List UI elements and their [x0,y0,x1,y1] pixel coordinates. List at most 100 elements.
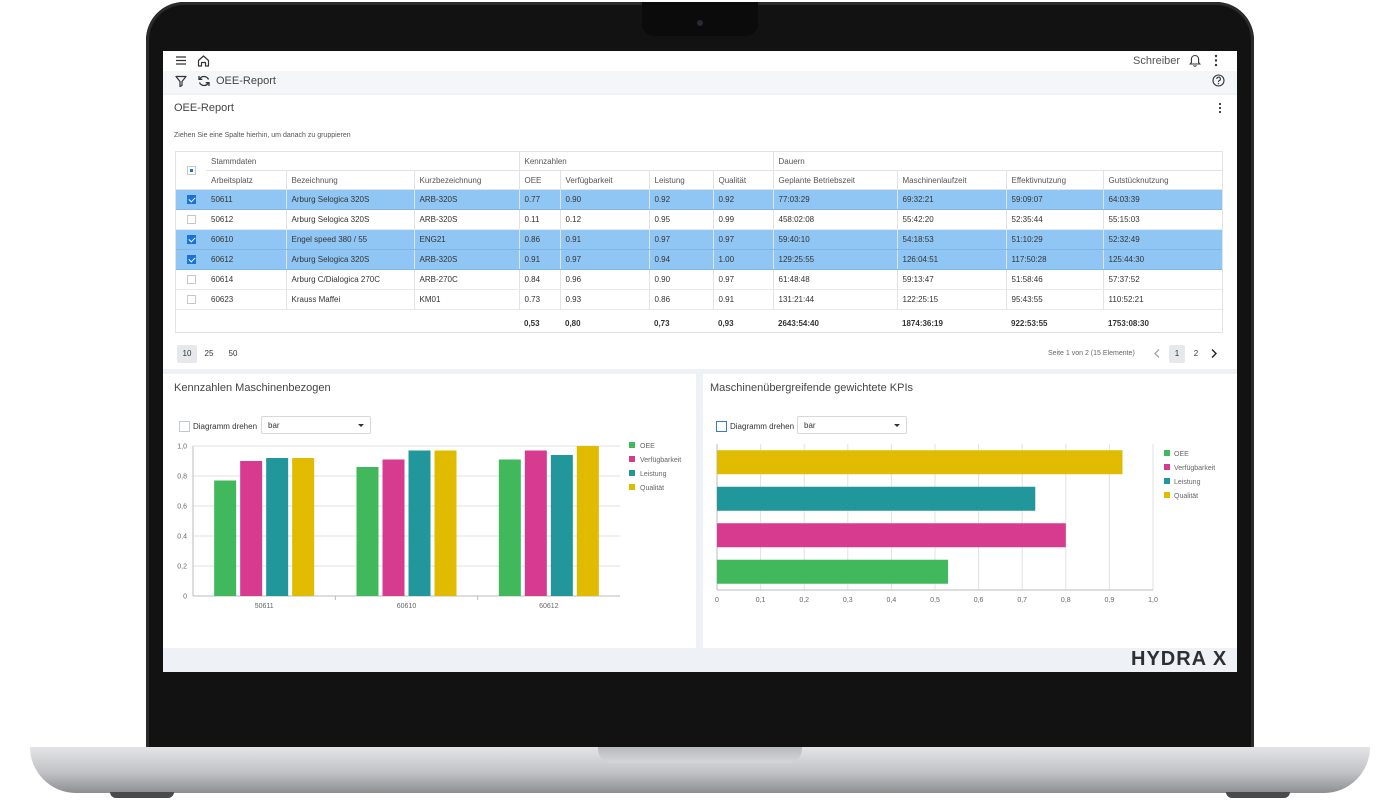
card-title: OEE-Report [174,102,234,114]
user-name[interactable]: Schreiber [1133,55,1181,67]
table-cell: 129:25:55 [772,249,898,270]
bar-qualität [292,458,315,596]
row-checkbox[interactable] [186,275,196,285]
table-cell: 1.00 [712,249,774,270]
row-checkbox[interactable] [186,235,196,245]
group-dauern: Dauern [772,152,1223,171]
table-cell: 0.91 [559,229,649,250]
page-size-10[interactable]: 10 [177,345,197,363]
table-cell: 0.95 [648,209,713,230]
table-row[interactable]: 60610 Engel speed 380 / 55 ENG21 0.86 0.91 0.… [176,229,1223,250]
column-header[interactable]: OEE [518,170,560,190]
left-chart-panel: Kennzahlen Maschinenbezogen Diagramm dre… [163,374,696,648]
table-row[interactable]: 60612 Arburg Selogica 320S ARB-320S 0.91 0.9… [176,249,1223,270]
table-cell: 51:10:29 [1005,229,1104,250]
left-rotate-checkbox[interactable] [179,421,190,432]
column-header[interactable]: Gutstücknutzung [1102,170,1223,190]
home-icon[interactable] [197,54,210,67]
hbar-qualität [717,450,1123,475]
oee-report-card: OEE-Report Ziehen Sie eine Spalte hierhi… [163,95,1237,369]
table-cell: 0.92 [712,189,774,210]
group-hint[interactable]: Ziehen Sie eine Spalte hierhin, um danac… [174,132,351,139]
x-tick-label: 0,9 [1105,597,1115,604]
left-chart-type-select[interactable]: bar [261,416,371,434]
table-cell: 0.91 [712,289,774,310]
table-cell: ARB-320S [413,249,519,270]
table-row[interactable]: 50612 Arburg Selogica 320S ARB-320S 0.11 0.1… [176,209,1223,230]
column-header[interactable]: Maschinenlaufzeit [896,170,1007,190]
right-rotate-checkbox[interactable] [716,421,727,432]
chevron-left-icon[interactable] [1153,348,1161,359]
chevron-right-icon[interactable] [1210,348,1218,359]
column-header[interactable]: Arbeitsplatz [206,170,286,190]
bell-icon[interactable] [1189,54,1201,67]
page-2[interactable]: 2 [1193,349,1199,358]
total-cell [414,310,519,337]
left-panel-title: Kennzahlen Maschinenbezogen [174,382,331,394]
table-cell: 0.99 [712,209,774,230]
refresh-icon[interactable] [197,74,211,88]
column-header[interactable]: Verfügbarkeit [559,170,649,190]
table-row[interactable]: 50611 Arburg Selogica 320S ARB-320S 0.77 0.9… [176,189,1223,210]
table-cell: ARB-270C [413,269,519,290]
row-checkbox[interactable] [186,195,196,205]
total-cell [286,310,414,337]
row-select-cell[interactable] [176,229,206,250]
row-checkbox[interactable] [186,295,196,305]
page-1[interactable]: 1 [1169,345,1185,363]
left-chart-type-value: bar [268,421,280,430]
page-size-25[interactable]: 25 [204,349,214,358]
hbar-verfügbarkeit [717,523,1066,548]
pager-info: Seite 1 von 2 (15 Elemente) [1048,350,1135,357]
row-select-cell[interactable] [176,289,206,310]
help-icon[interactable] [1212,74,1225,87]
table-cell: 0.11 [518,209,560,230]
totals-spacer [176,310,206,337]
row-select-cell[interactable] [176,249,206,270]
table-cell: 52:32:49 [1102,229,1223,250]
breadcrumb-bar: OEE-Report [163,71,1237,93]
table-cell: 110:52:21 [1102,289,1223,310]
y-tick-label: 0 [183,594,187,601]
column-header[interactable]: Bezeichnung [285,170,414,190]
legend-label: OEE [1174,451,1189,458]
total-cell: 1753:08:30 [1108,318,1149,328]
total-cell: 0,73 [654,318,670,328]
y-tick-label: 0,2 [177,564,187,571]
column-header[interactable]: Qualität [712,170,774,190]
table-cell: 59:13:47 [896,269,1007,290]
page-size-50[interactable]: 50 [228,349,238,358]
menu-icon[interactable] [175,55,187,66]
table-row[interactable]: 60614 Arburg C/Dialogica 270C ARB-270C 0.84… [176,269,1223,290]
table-cell: 59:40:10 [772,229,898,250]
table-cell: ENG21 [413,229,519,250]
table-cell: 125:44:30 [1102,249,1223,270]
table-cell: 61:48:48 [772,269,898,290]
right-rotate-label[interactable]: Diagramm drehen [730,422,795,431]
row-select-cell[interactable] [176,269,206,290]
column-header[interactable]: Kurzbezeichnung [413,170,519,190]
laptop-foot-left [110,792,174,798]
table-cell: Arburg Selogica 320S [285,249,414,270]
row-select-cell[interactable] [176,189,206,210]
filter-icon[interactable] [175,75,187,87]
more-vertical-icon[interactable] [1213,54,1219,67]
right-chart-type-select[interactable]: bar [797,416,907,434]
left-rotate-label[interactable]: Diagramm drehen [193,422,258,431]
column-header[interactable]: Geplante Betriebszeit [772,170,898,190]
table-cell: 95:43:55 [1005,289,1104,310]
card-more-icon[interactable] [1217,102,1223,114]
table-row[interactable]: 60623 Krauss Maffei KM01 0.73 0.93 0.86 0.91 13… [176,289,1223,310]
row-checkbox[interactable] [186,215,196,225]
table-cell: 0.96 [559,269,649,290]
column-header[interactable]: Leistung [648,170,713,190]
column-header[interactable]: Effektivnutzung [1005,170,1104,190]
table-cell: 0.73 [518,289,560,310]
table-cell: 60612 [206,249,286,270]
table-cell: 0.86 [518,229,560,250]
right-panel-title: Maschinenübergreifende gewichtete KPIs [710,382,914,394]
bar-oee [356,467,379,596]
row-select-cell[interactable] [176,209,206,230]
row-checkbox[interactable] [186,255,196,265]
select-all-checkbox[interactable] [186,166,196,176]
